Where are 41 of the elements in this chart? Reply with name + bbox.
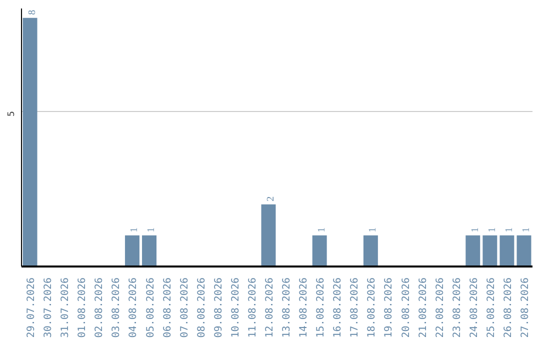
data-label: 1 [368, 227, 379, 232]
x-tick-label: 15.08.2026 [316, 277, 327, 338]
x-tick-label: 08.08.2026 [196, 277, 208, 338]
data-label: 8 [27, 10, 38, 15]
x-tick-label: 01.08.2026 [77, 277, 88, 338]
x-tick-label: 09.08.2026 [213, 277, 224, 338]
x-tick-label: 11.08.2026 [247, 277, 258, 338]
data-label: 1 [486, 227, 498, 232]
x-tick-label: 02.08.2026 [94, 277, 106, 338]
x-tick-label: 10.08.2026 [230, 277, 242, 338]
x-tick-label: 29.07.2026 [26, 277, 38, 338]
data-label: 1 [129, 227, 140, 232]
data-label: 1 [316, 227, 328, 232]
x-tick-label: 30.07.2026 [43, 277, 54, 338]
data-label: 1 [146, 227, 158, 232]
x-tick-label: 16.08.2026 [332, 277, 344, 338]
data-label: 1 [520, 227, 532, 232]
x-tick-label: 31.07.2026 [60, 277, 72, 338]
y-tick-label: 5 [7, 111, 17, 116]
x-tick-label: 27.08.2026 [520, 277, 531, 338]
x-tick-label: 12.08.2026 [264, 277, 276, 338]
x-tick-label: 20.08.2026 [400, 277, 412, 338]
data-label: 1 [504, 227, 515, 232]
x-tick-label: 19.08.2026 [384, 277, 395, 338]
x-tick-label: 04.08.2026 [128, 277, 140, 338]
x-tick-label: 18.08.2026 [366, 277, 378, 338]
x-tick-label: 21.08.2026 [418, 277, 429, 338]
x-tick-label: 14.08.2026 [298, 277, 310, 338]
x-tick-label: 17.08.2026 [350, 277, 361, 338]
x-tick-label: 03.08.2026 [111, 277, 122, 338]
x-tick-label: 07.08.2026 [179, 277, 190, 338]
data-label: 2 [265, 196, 276, 202]
x-tick-label: 23.08.2026 [452, 277, 463, 338]
x-tick-label: 05.08.2026 [145, 277, 156, 338]
data-label: 1 [470, 227, 481, 232]
x-tick-label: 25.08.2026 [486, 277, 497, 338]
x-tick-label: 22.08.2026 [434, 277, 446, 338]
x-tick-label: 26.08.2026 [502, 277, 514, 338]
x-tick-label: 24.08.2026 [468, 277, 480, 338]
x-tick-label: 13.08.2026 [282, 277, 293, 338]
x-tick-label: 06.08.2026 [162, 277, 174, 338]
